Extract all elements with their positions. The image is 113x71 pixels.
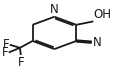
Text: OH: OH [93,8,111,21]
Text: F: F [3,38,9,51]
Text: N: N [50,3,58,16]
Text: F: F [2,46,8,59]
Text: F: F [18,56,24,69]
Text: N: N [92,36,100,49]
